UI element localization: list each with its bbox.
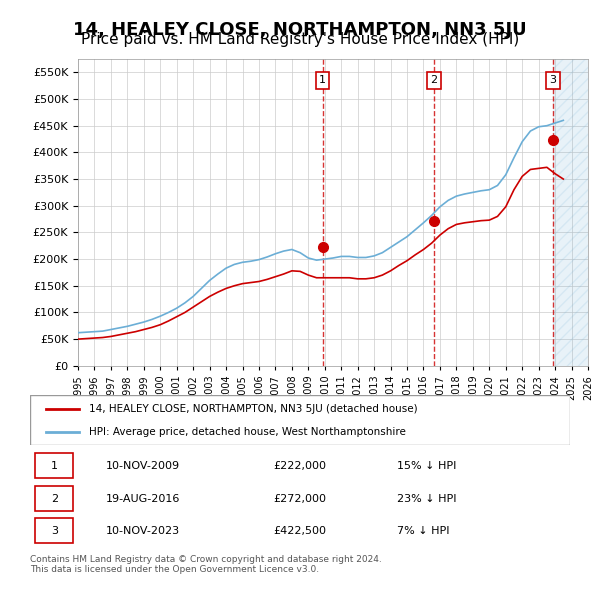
Text: Contains HM Land Registry data © Crown copyright and database right 2024.
This d: Contains HM Land Registry data © Crown c…	[30, 555, 382, 574]
Text: £222,000: £222,000	[273, 461, 326, 471]
Text: 14, HEALEY CLOSE, NORTHAMPTON, NN3 5JU (detached house): 14, HEALEY CLOSE, NORTHAMPTON, NN3 5JU (…	[89, 404, 418, 414]
FancyBboxPatch shape	[35, 453, 73, 478]
FancyBboxPatch shape	[35, 517, 73, 543]
Bar	[553, 59, 588, 366]
Text: 10-NOV-2009: 10-NOV-2009	[106, 461, 180, 471]
Text: 2: 2	[51, 494, 58, 503]
Text: £272,000: £272,000	[273, 494, 326, 503]
Text: 15% ↓ HPI: 15% ↓ HPI	[397, 461, 457, 471]
Text: 3: 3	[550, 76, 556, 86]
Text: 3: 3	[51, 526, 58, 536]
Text: 1: 1	[319, 76, 326, 86]
Text: 14, HEALEY CLOSE, NORTHAMPTON, NN3 5JU: 14, HEALEY CLOSE, NORTHAMPTON, NN3 5JU	[73, 21, 527, 39]
Text: 7% ↓ HPI: 7% ↓ HPI	[397, 526, 450, 536]
Text: Price paid vs. HM Land Registry's House Price Index (HPI): Price paid vs. HM Land Registry's House …	[81, 32, 519, 47]
FancyBboxPatch shape	[30, 395, 570, 445]
Text: 1: 1	[51, 461, 58, 471]
Text: 2: 2	[430, 76, 437, 86]
Text: 10-NOV-2023: 10-NOV-2023	[106, 526, 180, 536]
FancyBboxPatch shape	[35, 486, 73, 510]
Text: 23% ↓ HPI: 23% ↓ HPI	[397, 494, 457, 503]
Text: £422,500: £422,500	[273, 526, 326, 536]
Text: 19-AUG-2016: 19-AUG-2016	[106, 494, 180, 503]
Text: HPI: Average price, detached house, West Northamptonshire: HPI: Average price, detached house, West…	[89, 427, 406, 437]
